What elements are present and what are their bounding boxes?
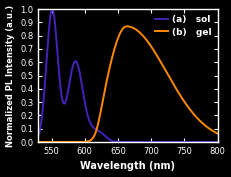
X-axis label: Wavelength (nm): Wavelength (nm) (80, 161, 175, 172)
Legend: (a)   sol, (b)   gel: (a) sol, (b) gel (154, 14, 213, 38)
Y-axis label: Normalized PL Intensity (a.u.): Normalized PL Intensity (a.u.) (6, 4, 15, 147)
